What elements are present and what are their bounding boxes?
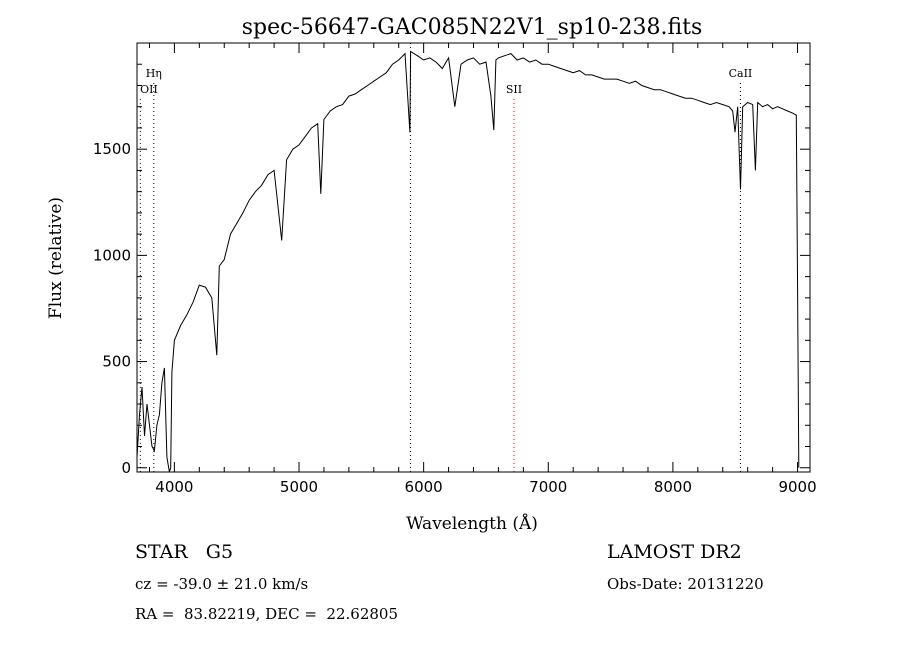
x-tick-label: 5000 [280,478,318,496]
chart-title: spec-56647-GAC085N22V1_sp10-238.fits [242,15,703,40]
axis-ticks [137,43,810,472]
axis-tick-labels: 4000 5000 6000 7000 8000 9000 0 500 1000 1500 [93,140,817,496]
y-tick-label: 0 [121,459,131,477]
line-marker-label: OII [140,83,158,96]
line-marker-label: SII [506,83,522,96]
x-tick-label: 7000 [529,478,567,496]
line-marker-label: CaII [729,67,753,80]
y-axis-label: Flux (relative) [46,197,66,319]
x-tick-label: 9000 [778,478,816,496]
plot-frame [136,42,811,473]
plot-area: 4000 5000 6000 7000 8000 9000 0 500 1000 1500 Hη O… [93,42,817,496]
line-marker-labels: Hη OII SII CaII [140,67,752,96]
class-label: STAR G5 [135,541,234,563]
x-tick-label: 6000 [405,478,443,496]
x-tick-label: 4000 [155,478,193,496]
x-axis-label: Wavelength (Å) [406,513,538,534]
redshift-label: cz = -39.0 ± 21.0 km/s [135,575,309,593]
x-tick-label: 8000 [654,478,692,496]
y-tick-label: 1500 [93,140,131,158]
line-marker-label: Hη [146,67,162,80]
y-tick-label: 1000 [93,246,131,264]
line-markers [139,43,741,472]
coordinates-label: RA = 83.82219, DEC = 22.62805 [135,605,399,623]
spectrum-series-line [136,50,800,473]
obs-date-label: Obs-Date: 20131220 [607,575,764,593]
survey-label: LAMOST DR2 [607,541,742,563]
y-tick-label: 500 [102,353,131,371]
